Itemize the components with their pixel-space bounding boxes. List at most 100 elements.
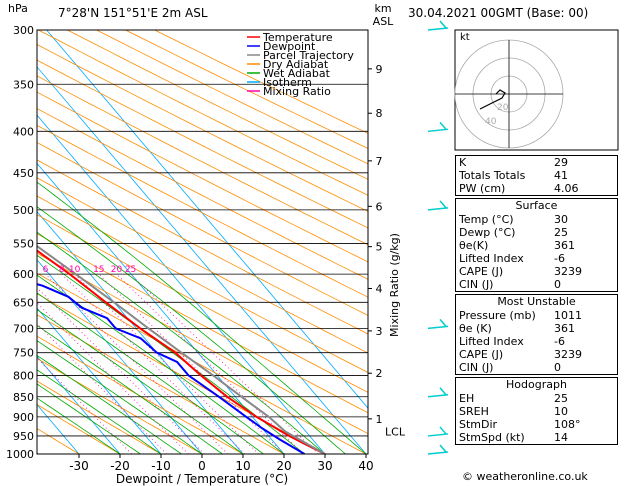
asl-label: ASL — [373, 15, 395, 28]
dry-adiabat-line — [125, 30, 368, 149]
stat-label: CIN (J) — [459, 361, 494, 374]
stat-row: Lifted Index -6 — [456, 335, 617, 348]
hodograph-trace — [479, 89, 506, 110]
pressure-tick-label: 900 — [13, 411, 34, 424]
wet-adiabat-line — [37, 354, 182, 454]
stat-row: CIN (J) 0 — [456, 361, 617, 374]
stat-label: CAPE (J) — [459, 265, 504, 278]
series-dewpoint — [37, 283, 306, 454]
isotherm-line — [37, 162, 285, 454]
wind-barb-icon — [427, 387, 449, 398]
km-label: km — [374, 2, 391, 15]
stat-value: -6 — [554, 252, 565, 265]
stat-row: Dewp (°C) 25 — [456, 226, 617, 239]
stat-row: θe (K) 361 — [456, 322, 617, 335]
pressure-tick-label: 550 — [13, 237, 34, 250]
isotherm-line — [37, 211, 244, 454]
box-title: Surface — [515, 199, 558, 212]
mixing-ratio-label: 10 — [69, 265, 81, 275]
location-label: 7°28'N 151°51'E 2m ASL — [58, 6, 208, 20]
pressure-tick-label: 750 — [13, 347, 34, 360]
pressure-tick-label: 600 — [13, 268, 34, 281]
wet-adiabat-line — [37, 340, 203, 454]
stat-label: StmDir — [459, 418, 498, 431]
stat-row: θe(K) 361 — [456, 239, 617, 252]
dry-adiabat-line — [37, 59, 368, 229]
stat-label: CAPE (J) — [459, 348, 504, 361]
legend-entry: Temperature — [262, 31, 333, 44]
stat-row: Pressure (mb) 1011 — [456, 309, 617, 322]
temp-tick-label: 20 — [276, 459, 291, 473]
km-tick-label: 1 — [376, 413, 383, 426]
stat-row: StmSpd (kt) 14 — [456, 431, 617, 444]
km-tick-label: 8 — [376, 107, 383, 120]
dry-adiabat-line — [37, 380, 162, 454]
stat-row: CIN (J) 0 — [456, 278, 617, 291]
credit-label: © weatheronline.co.uk — [462, 470, 588, 483]
isotherm-line — [37, 307, 162, 454]
stat-value: 0 — [554, 361, 561, 374]
stat-value: 3239 — [554, 265, 582, 278]
legend-entry: Isotherm — [263, 76, 312, 89]
hodograph-ring-label: 40 — [485, 117, 497, 127]
wind-barb-icon — [427, 444, 449, 455]
mixing-ratio-label: 6 — [43, 265, 49, 275]
temp-tick-label: -10 — [151, 459, 171, 473]
temp-tick-label: -30 — [69, 459, 89, 473]
dry-adiabat-line — [38, 30, 368, 196]
mixing-ratio-line — [98, 273, 285, 454]
stat-value: 108° — [554, 418, 581, 431]
legend-entry: Dry Adiabat — [263, 58, 329, 71]
stat-label: Pressure (mb) — [459, 309, 536, 322]
pressure-tick-label: 800 — [13, 369, 34, 382]
wet-adiabat-line — [37, 324, 223, 454]
stat-label: EH — [459, 392, 475, 405]
wind-barb-icon — [427, 318, 449, 330]
pressure-tick-label: 850 — [13, 391, 34, 404]
hpa-label: hPa — [8, 2, 28, 15]
pressure-tick-label: 950 — [13, 430, 34, 443]
stat-value: 25 — [554, 226, 568, 239]
stat-row: Totals Totals 41 — [456, 169, 617, 182]
wet-adiabat-line — [37, 274, 285, 454]
stat-label: StmSpd (kt) — [459, 431, 525, 444]
km-tick-label: 7 — [376, 155, 383, 168]
legend-entry: Mixing Ratio — [263, 85, 331, 98]
mixing-ratio-label: 15 — [93, 265, 104, 275]
stat-label: CIN (J) — [459, 278, 494, 291]
stat-label: Temp (°C) — [459, 213, 514, 226]
dry-adiabat-line — [37, 108, 368, 280]
stat-value: 41 — [554, 169, 568, 182]
stat-label: Lifted Index — [459, 335, 524, 348]
wet-adiabat-line — [37, 309, 244, 454]
stat-value: 10 — [554, 405, 568, 418]
legend-entry: Parcel Trajectory — [263, 49, 354, 62]
dry-adiabat-line — [37, 124, 368, 298]
stat-label: Dewp (°C) — [459, 226, 516, 239]
dry-adiabat-line — [37, 404, 121, 454]
dry-adiabat-line — [37, 75, 368, 246]
lcl-label: LCL — [385, 425, 406, 438]
km-tick-label: 9 — [376, 63, 383, 76]
stat-row: Lifted Index -6 — [456, 252, 617, 265]
stat-value: 361 — [554, 239, 575, 252]
mixing-ratio-label: 25 — [125, 265, 136, 275]
box-title: Most Unstable — [497, 295, 576, 308]
wind-barb-icon — [427, 121, 449, 133]
hodograph-kt-label: kt — [460, 32, 470, 43]
stat-label: θe(K) — [459, 239, 489, 252]
most-unstable-box: Most Unstable Pressure (mb) 1011 θe (K) 361 L… — [455, 294, 618, 375]
stat-row: SREH 10 — [456, 405, 617, 418]
stat-row: EH 25 — [456, 392, 617, 405]
isotherm-line — [37, 355, 121, 454]
stat-row: PW (cm) 4.06 — [456, 182, 617, 195]
isotherm-line — [37, 259, 203, 454]
stat-label: θe (K) — [459, 322, 492, 335]
temp-tick-label: 0 — [198, 459, 206, 473]
km-tick-label: 5 — [376, 241, 383, 254]
wet-adiabat-line — [37, 397, 121, 454]
stat-row: Temp (°C) 30 — [456, 213, 617, 226]
stat-value: 29 — [554, 156, 568, 169]
stat-row: StmDir 108° — [456, 418, 617, 431]
